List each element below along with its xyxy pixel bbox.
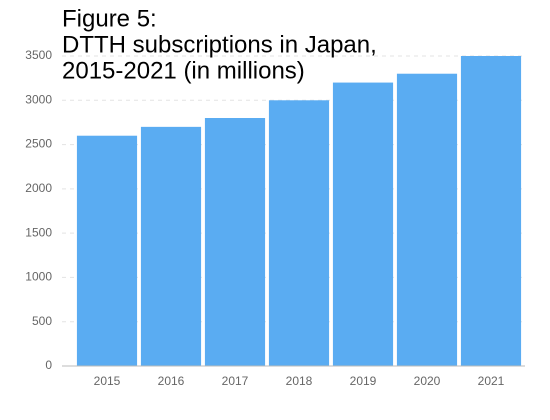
bar bbox=[140, 126, 202, 366]
x-tick-label: 2016 bbox=[158, 374, 185, 388]
bar bbox=[204, 118, 266, 366]
chart-title: Figure 5: bbox=[62, 5, 157, 32]
y-tick-label: 1000 bbox=[25, 270, 52, 284]
y-tick-label: 2500 bbox=[25, 137, 52, 151]
y-tick-label: 1500 bbox=[25, 225, 52, 239]
chart-title: DTTH subscriptions in Japan, bbox=[62, 31, 377, 58]
bar bbox=[332, 82, 394, 367]
x-tick-label: 2015 bbox=[94, 374, 121, 388]
y-tick-label: 500 bbox=[32, 314, 52, 328]
x-tick-label: 2020 bbox=[414, 374, 441, 388]
y-tick-label: 3000 bbox=[25, 92, 52, 106]
y-tick-label: 0 bbox=[45, 358, 52, 372]
y-tick-label: 2000 bbox=[25, 181, 52, 195]
bar bbox=[268, 100, 330, 367]
bar bbox=[76, 135, 138, 366]
chart-title: 2015-2021 (in millions) bbox=[62, 57, 305, 84]
x-tick-label: 2019 bbox=[350, 374, 377, 388]
bar bbox=[396, 73, 458, 366]
x-tick-label: 2017 bbox=[222, 374, 249, 388]
x-tick-label: 2021 bbox=[478, 374, 505, 388]
bar bbox=[460, 56, 522, 366]
y-tick-label: 3500 bbox=[25, 48, 52, 62]
x-tick-label: 2018 bbox=[286, 374, 313, 388]
